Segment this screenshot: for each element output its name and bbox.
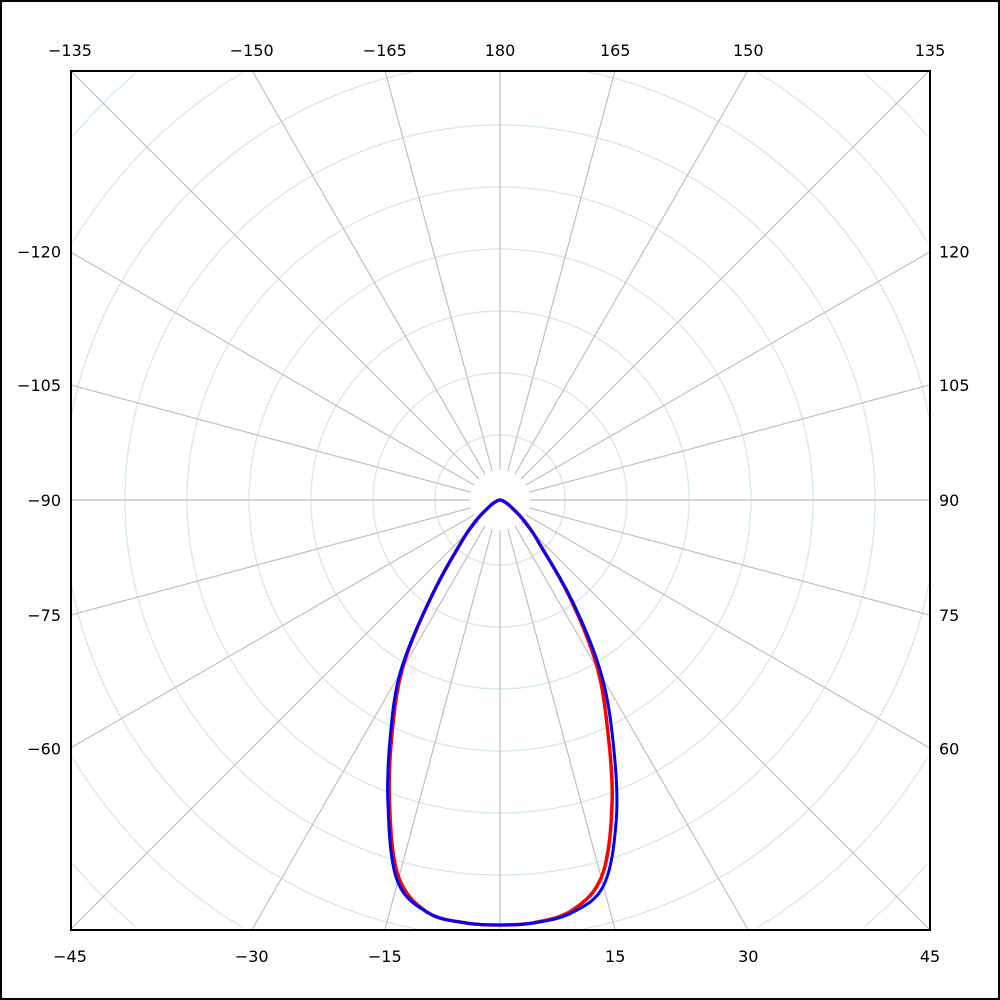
- grid-radial-line: [71, 384, 472, 493]
- grid-radial-line: [251, 525, 486, 930]
- angle-tick-label: 165: [600, 41, 631, 60]
- grid-radial-line: [525, 251, 930, 486]
- grid-radial-line: [71, 507, 472, 616]
- grid-radial-line: [525, 514, 930, 749]
- grid-radial-line: [71, 514, 475, 749]
- angle-tick-label: −120: [17, 243, 61, 262]
- angle-tick-label: −165: [363, 41, 407, 60]
- grid-radial-line: [528, 507, 930, 616]
- angle-tick-label: 105: [939, 376, 970, 395]
- grid-radial-line: [514, 71, 749, 475]
- grid-radial-line: [384, 71, 493, 472]
- grid-radial-line: [384, 528, 493, 930]
- angle-tick-label: −150: [230, 41, 274, 60]
- series-1-curve: [387, 498, 614, 927]
- grid-radial-line: [507, 528, 616, 930]
- angle-tick-label: −135: [48, 41, 92, 60]
- grid-radial-line: [514, 525, 749, 930]
- angle-tick-label: 90: [939, 491, 959, 510]
- angle-tick-label: 45: [920, 947, 940, 966]
- grid-radial-line: [71, 251, 475, 486]
- angle-tick-label: −90: [27, 491, 61, 510]
- grid-radial-line: [520, 71, 930, 480]
- angle-tick-label: 120: [939, 243, 970, 262]
- grid-radial-line: [507, 71, 616, 472]
- angle-tick-label: −105: [17, 376, 61, 395]
- grid-radial-line: [71, 71, 480, 480]
- angle-tick-label: −30: [235, 947, 269, 966]
- angle-tick-label: 60: [939, 739, 959, 758]
- angle-tick-label: −45: [53, 947, 87, 966]
- angle-tick-label: 180: [485, 41, 516, 60]
- angle-tick-label: 30: [738, 947, 758, 966]
- plot-area-border: [70, 70, 931, 931]
- angle-tick-label: 75: [939, 606, 959, 625]
- angle-tick-label: 135: [915, 41, 946, 60]
- series-2-curve: [386, 498, 619, 927]
- angle-tick-label: 15: [605, 947, 625, 966]
- grid-radial-line: [520, 520, 930, 930]
- grid-radial-line: [251, 71, 486, 475]
- grid-radial-line: [71, 520, 480, 930]
- angle-tick-label: −60: [27, 739, 61, 758]
- grid-radial-line: [528, 384, 930, 493]
- angle-tick-label: −15: [368, 947, 402, 966]
- angle-tick-label: 150: [733, 41, 764, 60]
- angle-tick-label: −75: [27, 606, 61, 625]
